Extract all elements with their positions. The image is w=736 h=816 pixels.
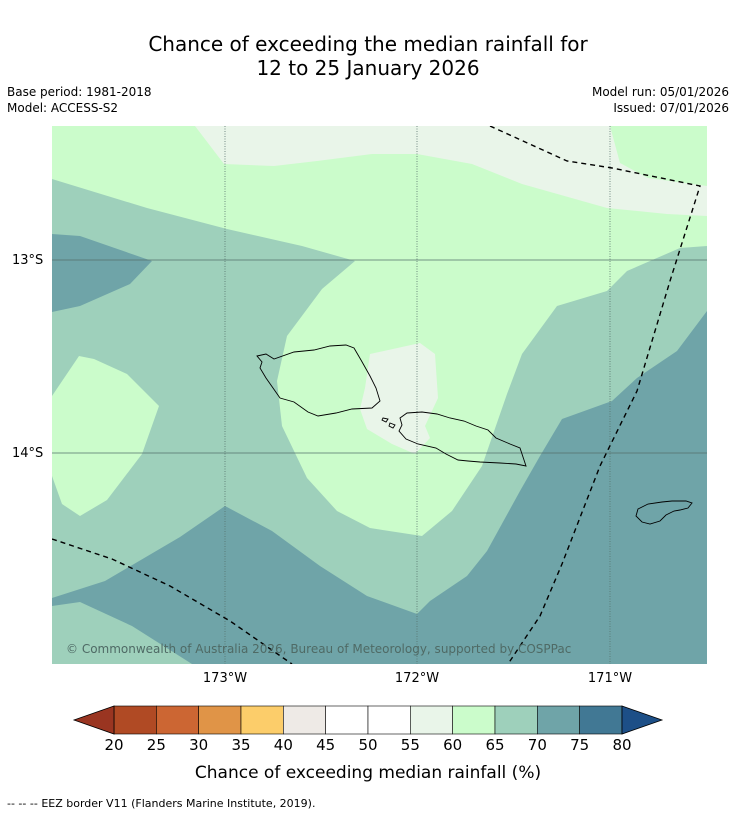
colorbar-cell-60-65 [452,705,496,735]
map-title-line-2: 12 to 25 January 2026 [256,56,480,80]
colorbar-tick-80: 80 [612,736,632,754]
colorbar-tick-40: 40 [273,736,293,754]
base-period: Base period: 1981-2018 [7,85,152,99]
eez-border-southwest [52,538,293,664]
upolu-island [398,411,527,467]
graticule [224,126,611,664]
colorbar-tick-45: 45 [316,736,336,754]
colorbar-cell-65-70 [494,705,538,735]
map-svg [52,126,707,664]
colorbar-tick-20: 20 [104,736,124,754]
colorbar-over-arrow [621,705,664,735]
contour-70-75-west [52,234,152,312]
eez-border-note: EEZ border V11 (Flanders Marine Institut… [41,797,316,810]
colorbar-cell-20-25 [113,705,157,735]
colorbar-tick-35: 35 [231,736,251,754]
lon-label-172w: 172°W [394,671,440,686]
colorbar-tick-75: 75 [570,736,590,754]
colorbar-cell-75-80 [579,705,623,735]
rainfall-map: © Commonwealth of Australia 2026, Bureau… [52,126,707,664]
colorbar [72,705,664,735]
issued-date: Issued: 07/01/2026 [613,101,729,115]
apolima-island [388,422,396,429]
colorbar-title: Chance of exceeding median rainfall (%) [194,763,542,783]
lat-label-14s: 14°S [12,446,44,461]
legend-footnote: -- -- -- EEZ border V11 (Flanders Marine… [7,797,315,810]
colorbar-cell-50-55 [367,705,411,735]
savaii-island [256,344,381,417]
colorbar-cell-45-50 [325,705,369,735]
contour-55-60 [195,126,707,216]
model-run-date: Model run: 05/01/2026 [591,85,729,99]
colorbar-cell-70-75 [537,705,580,735]
colorbar-cell-30-35 [198,705,242,735]
lon-label-171w: 171°W [587,671,633,686]
model-name: Model: ACCESS-S2 [7,101,119,115]
colorbar-tick-30: 30 [189,736,209,754]
colorbar-cell-40-45 [283,705,326,735]
lat-label-13s: 13°S [12,253,44,268]
colorbar-tick-55: 55 [400,736,420,754]
eez-border-east [489,126,701,664]
eez-dash-symbol: -- -- -- [7,797,38,810]
colorbar-cell-35-40 [240,705,284,735]
contour-60-65 [52,126,707,536]
colorbar-cell-25-30 [156,705,199,735]
colorbar-under-arrow [72,705,115,735]
colorbar-tick-70: 70 [527,736,547,754]
colorbar-cell-55-60 [410,705,453,735]
islands [256,344,693,525]
colorbar-tick-60: 60 [443,736,463,754]
colorbar-tick-65: 65 [485,736,505,754]
parallels [52,259,707,454]
manono-island [381,417,389,423]
contour-55-60-island [360,343,438,454]
colorbar-tick-50: 50 [358,736,378,754]
eez-border [52,126,701,664]
tutuila-island [635,500,693,525]
colorbar-tick-25: 25 [146,736,166,754]
contour-70-75-south [52,311,707,664]
copyright-notice: © Commonwealth of Australia 2026, Bureau… [66,642,572,656]
lon-label-173w: 173°W [202,671,248,686]
contour-60-65-west [52,356,159,516]
contour-65-70-southwest [52,602,192,664]
map-title-line-1: Chance of exceeding the median rainfall … [148,32,588,56]
